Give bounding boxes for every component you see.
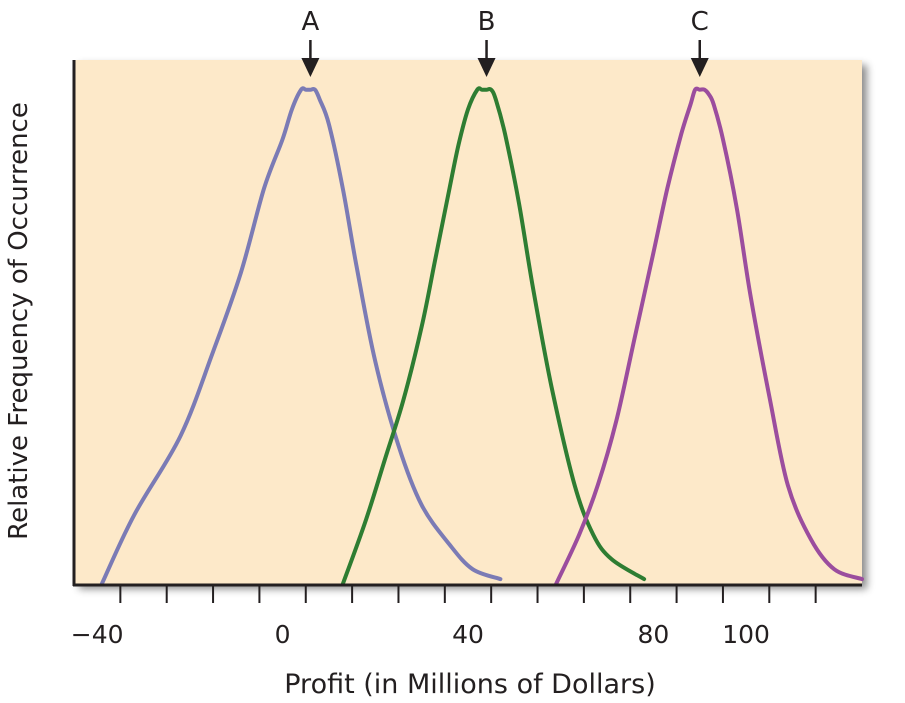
x-axis-ticks: −40 0 40 80 100	[71, 586, 817, 649]
x-tick-label: 80	[638, 620, 670, 649]
x-tick-label: 40	[452, 620, 484, 649]
peak-label-a: A	[302, 7, 320, 37]
peak-arrow-head-b	[477, 58, 496, 77]
x-tick-label: 0	[275, 620, 291, 649]
peak-label-b: B	[478, 7, 496, 37]
x-tick-label: 100	[722, 620, 770, 649]
x-tick-label: −40	[71, 620, 124, 649]
series-curve-b	[340, 86, 647, 586]
axes	[72, 60, 862, 587]
peak-markers: A B C	[301, 7, 709, 77]
peak-arrow-head-c	[690, 58, 709, 77]
series-layer	[99, 86, 864, 586]
plot-area	[74, 60, 862, 584]
peak-label-c: C	[691, 7, 709, 37]
peak-arrow-head-a	[301, 58, 320, 77]
series-curve-a	[99, 86, 503, 586]
series-curve-c	[554, 86, 864, 586]
plot-background	[74, 60, 862, 584]
x-axis-label: Profit (in Millions of Dollars)	[284, 669, 656, 700]
y-axis-label: Relative Frequency of Occurrence	[4, 102, 34, 540]
